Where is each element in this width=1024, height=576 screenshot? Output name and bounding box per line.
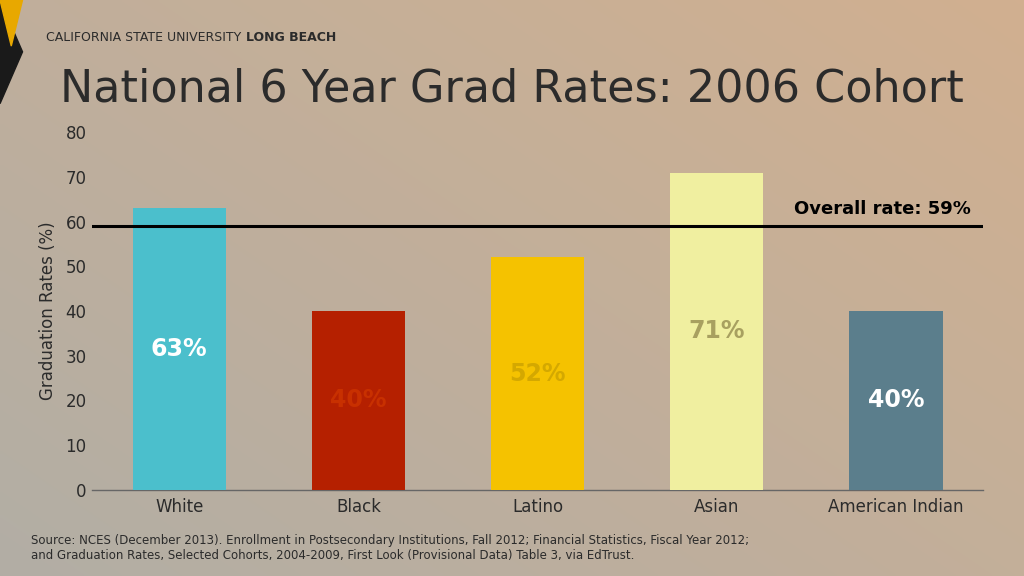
Text: 40%: 40%: [330, 388, 387, 412]
Text: LONG BEACH: LONG BEACH: [246, 31, 336, 44]
Bar: [670, 173, 763, 490]
Bar: [312, 311, 406, 490]
Text: 40%: 40%: [867, 388, 925, 412]
Bar: [492, 257, 584, 490]
Text: 71%: 71%: [688, 319, 745, 343]
Bar: [133, 209, 226, 490]
Text: CALIFORNIA STATE UNIVERSITY: CALIFORNIA STATE UNIVERSITY: [46, 31, 246, 44]
Text: 52%: 52%: [509, 362, 566, 385]
Text: 63%: 63%: [151, 337, 208, 361]
Text: Source: NCES (December 2013). Enrollment in Postsecondary Institutions, Fall 201: Source: NCES (December 2013). Enrollment…: [31, 533, 749, 562]
Text: Overall rate: 59%: Overall rate: 59%: [795, 200, 971, 218]
Y-axis label: Graduation Rates (%): Graduation Rates (%): [39, 222, 57, 400]
Bar: [849, 311, 942, 490]
Text: National 6 Year Grad Rates: 2006 Cohort: National 6 Year Grad Rates: 2006 Cohort: [60, 68, 964, 111]
